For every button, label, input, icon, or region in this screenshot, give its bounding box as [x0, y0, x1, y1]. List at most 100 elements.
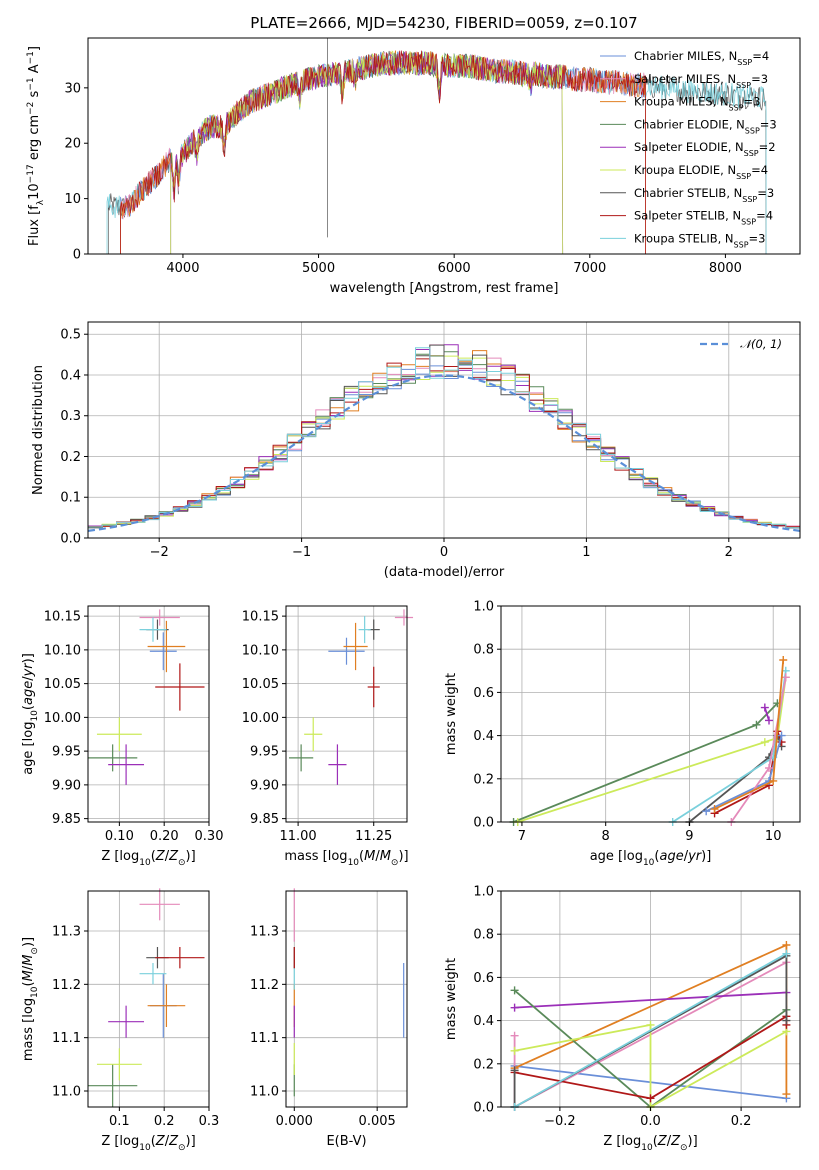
- y-tick-label: 0.4: [473, 1014, 494, 1029]
- x-tick-label: 6000: [438, 261, 471, 276]
- plus-marker: [781, 673, 790, 682]
- y-tick-label: 10.10: [242, 643, 279, 658]
- y-tick-label: 10.15: [242, 610, 279, 625]
- plus-marker: [779, 656, 788, 664]
- y-tick-label: 0.1: [60, 491, 81, 506]
- y-tick-label: 11.0: [250, 1085, 279, 1100]
- x-tick-label: 11.25: [355, 829, 392, 844]
- x-axis-label: mass [log10(M/M⊙)]: [284, 849, 408, 868]
- y-tick-label: 30: [64, 81, 81, 96]
- x-tick-label: 0.2: [154, 1114, 175, 1129]
- x-tick-label: 7: [518, 829, 526, 844]
- y-tick-label: 9.90: [250, 778, 279, 793]
- y-tick-label: 9.85: [52, 812, 81, 827]
- legend-entry: Kroupa STELIB, NSSP=3: [634, 231, 765, 249]
- y-axis-label: mass weight: [444, 958, 459, 1040]
- errorbar-point: [289, 744, 314, 772]
- mass-weight-series: [509, 699, 782, 826]
- errorbar-point: [367, 666, 380, 708]
- axes-frame: [285, 890, 408, 1108]
- x-axis-label: Z [log10(Z/Z⊙)]: [603, 1134, 697, 1153]
- errorbar-point: [139, 609, 180, 626]
- age-vs-mass-axes: 11.00 11.25 9.85 9.90 9.95 10.00 10.05 10.10 10.…: [242, 605, 414, 868]
- x-tick-label: 0.000: [276, 1114, 313, 1129]
- axes-frame: [500, 605, 801, 823]
- x-axis-label: age [log10(age/yr)]: [590, 849, 712, 868]
- y-tick-label: 11.3: [250, 925, 279, 940]
- x-tick-label: −1: [292, 545, 311, 560]
- x-tick-label: 11.00: [279, 829, 316, 844]
- spectrum-axes: 4000 5000 6000 7000 8000 0 10 20 30 wavelength [A…: [26, 37, 801, 296]
- errorbar-point: [328, 744, 347, 785]
- x-tick-label: 1: [582, 545, 590, 560]
- mass-weight-series: [513, 673, 790, 826]
- errorbar-point: [147, 984, 186, 1027]
- x-tick-label: 0.005: [359, 1114, 396, 1129]
- mass-vs-Z-axes: 0.1 0.2 0.3 11.0 11.1 11.2 11.3 Z [log10(Z/Z⊙)]…: [21, 888, 219, 1153]
- y-tick-label: 11.1: [52, 1031, 81, 1046]
- x-tick-label: 0: [440, 545, 448, 560]
- axes-frame: [87, 605, 210, 823]
- legend-entry: Chabrier MILES, NSSP=4: [634, 49, 769, 67]
- spectrum-series-line: [120, 50, 646, 254]
- errorbar-point: [304, 717, 323, 752]
- errorbar-point: [139, 888, 180, 921]
- y-tick-label: 0.6: [473, 971, 494, 986]
- y-tick-label: 0.2: [60, 450, 81, 465]
- x-tick-label: 7000: [573, 261, 606, 276]
- x-axis-label: (data-model)/error: [384, 565, 505, 580]
- y-tick-label: 0.3: [60, 409, 81, 424]
- x-tick-label: 0.20: [150, 829, 179, 844]
- y-tick-label: 0: [73, 248, 81, 263]
- legend-entry: Chabrier STELIB, NSSP=3: [634, 186, 774, 204]
- x-tick-label: 0.0: [640, 1114, 661, 1129]
- y-tick-label: 0.5: [60, 328, 81, 343]
- y-tick-label: 0.4: [473, 729, 494, 744]
- y-tick-label: 10: [64, 192, 81, 207]
- x-tick-label: 0.30: [195, 829, 224, 844]
- y-tick-label: 1.0: [473, 600, 494, 615]
- y-tick-label: 0.8: [473, 643, 494, 658]
- x-tick-label: 9: [685, 829, 693, 844]
- x-axis-label: Z [log10(Z/Z⊙)]: [101, 849, 195, 868]
- residuals-axes: −2 −1 0 1 2 0.0 0.1 0.2 0.3 0.4 0.5 (data-model)/er…: [31, 321, 801, 580]
- legend-entry: Salpeter MILES, NSSP=3: [634, 72, 768, 90]
- y-tick-label: 10.00: [242, 711, 279, 726]
- plus-marker: [769, 776, 778, 785]
- histogram-series: [88, 347, 800, 529]
- errorbar-point: [88, 744, 138, 772]
- y-tick-label: 9.85: [250, 812, 279, 827]
- mass-weight-series: [702, 731, 786, 816]
- x-tick-label: 4000: [166, 261, 199, 276]
- errorbar-point: [343, 622, 368, 671]
- y-axis-label: age [log10(age/yr)]: [21, 653, 40, 775]
- plus-marker: [765, 764, 774, 772]
- y-tick-label: 10.05: [242, 677, 279, 692]
- normal-reference-curve: [87, 374, 801, 532]
- age-vs-Z-axes: 0.10 0.20 0.30 9.85 9.90 9.95 10.00 10.05 10.10 1…: [21, 605, 224, 868]
- errorbar-point: [139, 617, 167, 642]
- plus-marker: [760, 738, 769, 747]
- spectrum-series-line: [120, 51, 646, 254]
- errorbar-point: [155, 947, 205, 969]
- massweight-vs-age-axes: 7 8 9 10 0.0 0.2 0.4 0.6 0.8 1.0 age [log10(age/yr…: [444, 600, 801, 868]
- errorbar-point: [108, 744, 145, 785]
- errorbar-point: [88, 1064, 138, 1107]
- plus-marker: [777, 731, 786, 740]
- y-tick-label: 0.6: [473, 686, 494, 701]
- plus-marker: [782, 949, 791, 958]
- mass-weight-series: [760, 703, 774, 725]
- errorbar-point: [394, 609, 414, 626]
- y-axis-label: Flux [fλ10−17 erg cm−2 s−1 A−1]: [26, 46, 46, 246]
- plus-marker: [510, 1046, 519, 1055]
- plus-marker: [765, 716, 774, 725]
- x-tick-label: 10: [765, 829, 782, 844]
- y-axis-label: Normed distribution: [31, 365, 46, 495]
- plus-marker: [782, 1090, 791, 1099]
- plus-marker: [710, 805, 719, 814]
- x-tick-label: 8000: [709, 261, 742, 276]
- y-tick-label: 11.2: [52, 978, 81, 993]
- errorbar-point: [139, 963, 167, 985]
- y-tick-label: 0.4: [60, 368, 81, 383]
